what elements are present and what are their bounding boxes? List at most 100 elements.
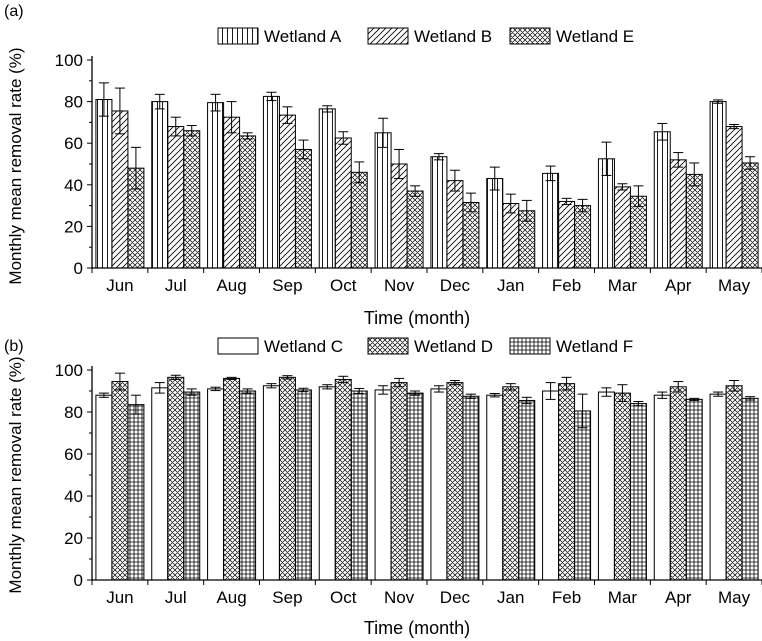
error-bar-wetland-c-aug [210, 386, 221, 392]
error-bar-wetland-e-sep [298, 139, 309, 160]
error-bar-wetland-e-aug [242, 132, 253, 140]
error-bar-wetland-f-jan [521, 396, 532, 405]
legend-swatch [217, 337, 259, 355]
x-tick-label: Oct [330, 588, 357, 607]
bar-wetland-d-aug [223, 377, 241, 581]
error-bar-wetland-f-sep [298, 387, 309, 393]
bar-wetland-b-apr [669, 159, 687, 269]
bar-wetland-d-nov [390, 382, 408, 581]
x-tick-label: Oct [330, 276, 357, 295]
legend-swatch [509, 337, 551, 355]
bar-wetland-d-apr [669, 386, 687, 581]
panel-b-y-ticks: 0 20 40 60 80 100 [55, 361, 92, 590]
error-bar-wetland-b-aug [226, 101, 237, 134]
panel-b-label: (b) [4, 338, 24, 355]
legend-swatch [367, 337, 409, 355]
error-bar-wetland-f-mar [633, 401, 644, 407]
error-bar-wetland-d-oct [338, 375, 349, 384]
bar-wetland-b-may [725, 126, 743, 269]
bar-wetland-d-dec [446, 382, 464, 581]
x-tick-label: Dec [440, 276, 471, 295]
bar-wetland-e-feb [574, 205, 592, 269]
bar-wetland-c-mar [597, 391, 615, 581]
bar-wetland-a-nov [374, 132, 392, 269]
error-bar-wetland-b-may [729, 123, 740, 130]
panel-b-error-bars [98, 372, 756, 429]
panel-b-legend: Wetland C Wetland D Wetland F [217, 337, 633, 356]
y-tick-label: 100 [55, 361, 83, 380]
x-tick-label: Aug [216, 276, 246, 295]
bar-wetland-f-aug [239, 390, 257, 581]
error-bar-wetland-a-jan [489, 166, 500, 191]
panel-a-x-ticks: Jun Jul Aug Sep Oct Nov Dec Jan Feb Mar Apr May [91, 268, 762, 295]
error-bar-wetland-e-oct [354, 161, 365, 184]
x-tick-label: May [718, 276, 751, 295]
legend-item-wetland-b: Wetland B [367, 27, 492, 46]
bar-wetland-e-oct [350, 171, 368, 269]
error-bar-wetland-c-apr [657, 391, 668, 399]
bar-wetland-c-apr [653, 394, 671, 581]
error-bar-wetland-d-jun [114, 372, 125, 391]
x-tick-label: Apr [665, 276, 692, 295]
error-bar-wetland-e-dec [465, 192, 476, 213]
error-bar-wetland-a-feb [545, 165, 556, 182]
panel-b-bars [95, 376, 759, 581]
bar-wetland-d-mar [613, 392, 631, 581]
error-bar-wetland-d-jan [505, 383, 516, 391]
error-bar-wetland-e-jun [130, 146, 141, 190]
error-bar-wetland-a-mar [601, 141, 612, 176]
error-bar-wetland-c-sep [266, 383, 277, 389]
bar-wetland-c-oct [318, 386, 336, 581]
error-bar-wetland-f-jul [186, 388, 197, 396]
bar-wetland-b-aug [223, 116, 241, 269]
error-bar-wetland-b-feb [561, 197, 572, 206]
bar-wetland-c-jan [486, 394, 504, 581]
error-bar-wetland-d-feb [561, 376, 572, 391]
error-bar-wetland-d-aug [226, 376, 237, 380]
bar-wetland-f-sep [294, 389, 312, 581]
bar-wetland-a-aug [207, 102, 225, 269]
panel-a-bars [95, 95, 759, 269]
bar-wetland-f-dec [462, 395, 480, 581]
error-bar-wetland-a-jun [98, 82, 109, 117]
bar-wetland-f-jul [183, 391, 201, 581]
x-tick-label: Jun [106, 276, 133, 295]
panel-a-label: (a) [4, 3, 24, 20]
bar-wetland-a-jun [95, 99, 113, 269]
error-bar-wetland-c-jul [154, 382, 165, 394]
x-tick-label: Sep [272, 276, 302, 295]
bar-wetland-b-mar [613, 186, 631, 269]
bar-wetland-b-feb [558, 200, 576, 269]
error-bar-wetland-d-may [729, 380, 740, 392]
panel-a: (a) Monthly mean removal rate (%) Wetlan… [4, 3, 762, 328]
panel-a-error-bars [98, 82, 756, 222]
x-tick-label: Jul [165, 276, 187, 295]
x-tick-label: Mar [608, 588, 638, 607]
error-bar-wetland-f-aug [242, 388, 253, 394]
bar-wetland-f-may [741, 397, 759, 581]
legend-item-wetland-e: Wetland E [509, 27, 634, 46]
bar-wetland-c-may [709, 393, 727, 581]
y-tick-label: 60 [64, 134, 83, 153]
bar-wetland-d-jun [111, 381, 129, 581]
bar-wetland-f-jun [127, 404, 145, 581]
error-bar-wetland-c-feb [545, 382, 556, 400]
x-tick-label: Dec [440, 588, 471, 607]
x-tick-label: Jun [106, 588, 133, 607]
error-bar-wetland-c-may [713, 391, 724, 397]
bar-wetland-c-jun [95, 394, 113, 581]
error-bar-wetland-f-oct [354, 387, 365, 395]
bar-wetland-a-sep [262, 95, 280, 269]
legend-item-wetland-f: Wetland F [509, 337, 633, 356]
x-tick-label: Apr [665, 588, 692, 607]
bar-wetland-e-apr [685, 173, 703, 269]
bar-wetland-f-nov [406, 392, 424, 581]
bar-wetland-a-jan [486, 178, 504, 269]
bar-wetland-e-nov [406, 190, 424, 269]
error-bar-wetland-e-jul [186, 125, 197, 137]
error-bar-wetland-e-apr [689, 162, 700, 187]
error-bar-wetland-e-may [745, 156, 756, 170]
legend-label: Wetland E [556, 27, 634, 46]
bar-wetland-d-sep [278, 376, 296, 581]
error-bar-wetland-b-jul [170, 116, 181, 137]
